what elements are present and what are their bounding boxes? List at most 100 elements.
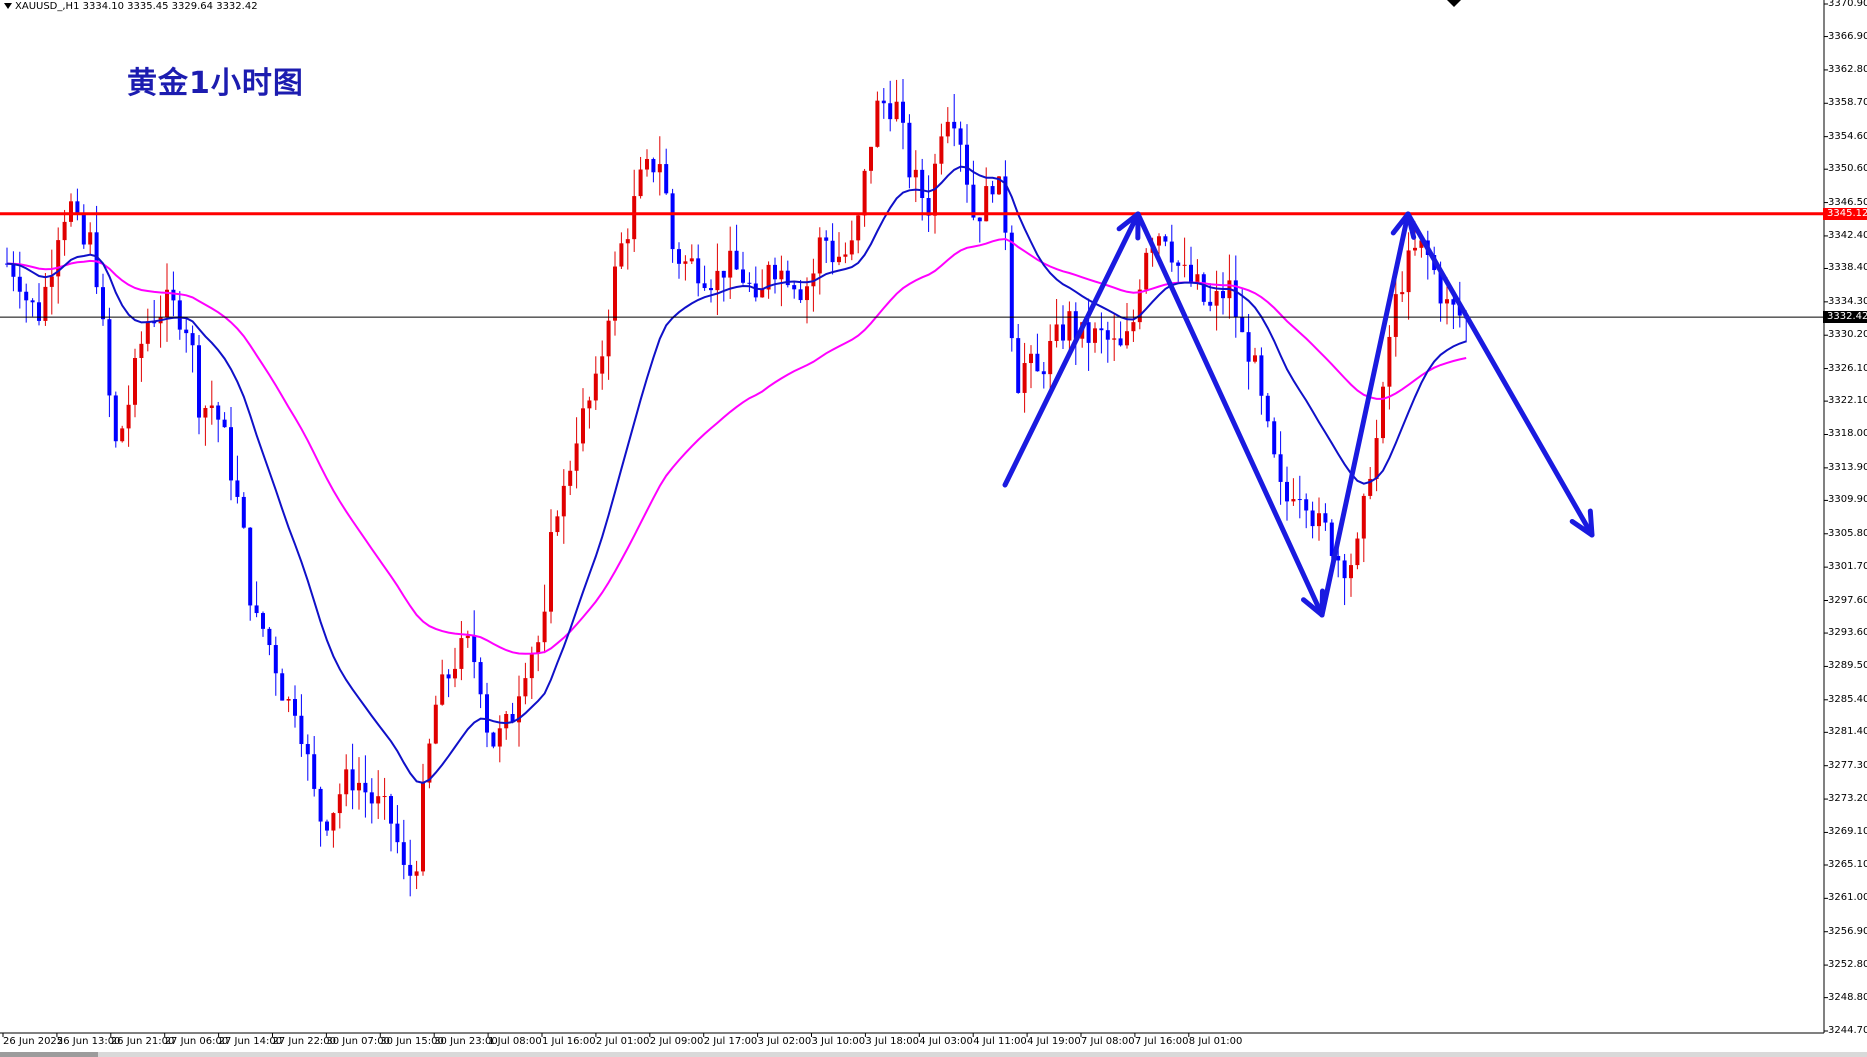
candle-body <box>696 258 701 284</box>
trend-arrow-segment[interactable] <box>1319 211 1411 618</box>
candle-body <box>101 287 105 320</box>
candle-body <box>568 470 573 486</box>
chart-title: 黄金1小时图 <box>127 66 304 101</box>
symbol-header-text: XAUUSD_,H1 3334.10 3335.45 3329.64 3332.… <box>15 1 258 12</box>
candle-body <box>709 288 713 291</box>
x-tick-label: 30 Jun 15:00 <box>380 1036 444 1047</box>
moving-averages-layer <box>6 165 1467 784</box>
candle-body <box>1406 250 1411 293</box>
trend-arrow-head <box>1569 508 1595 538</box>
candle-body <box>920 169 925 199</box>
y-tick-label: 3318.00 <box>1828 428 1867 440</box>
candle-body <box>414 871 419 876</box>
candle-body <box>1176 262 1181 266</box>
candle-body <box>894 101 899 120</box>
candle-body <box>913 169 918 178</box>
candle-body <box>536 642 541 654</box>
candle-body <box>504 714 509 729</box>
candle-body <box>88 232 93 245</box>
candle-body <box>862 170 867 216</box>
x-tick-label: 27 Jun 06:00 <box>164 1036 229 1047</box>
candle-body <box>1003 176 1008 233</box>
candle-body <box>1189 264 1193 283</box>
shift-marker-icon[interactable] <box>1447 0 1461 7</box>
candle-body <box>37 302 41 321</box>
y-tick-label: 3297.60 <box>1828 594 1867 606</box>
candle-body <box>549 532 553 612</box>
candle-body <box>1214 291 1219 306</box>
candle-body <box>875 100 880 147</box>
candle-body <box>517 696 521 723</box>
candle-body <box>958 128 963 145</box>
candle-body <box>478 662 483 695</box>
candle-body <box>286 699 291 701</box>
candle-body <box>805 286 809 301</box>
candle-body <box>1400 292 1405 295</box>
y-tick-label: 3350.60 <box>1828 163 1867 175</box>
trend-arrow-segment[interactable] <box>1002 211 1141 488</box>
candle-body <box>824 237 829 241</box>
candle-body <box>1445 299 1449 304</box>
candle-body <box>446 674 451 679</box>
candle-body <box>613 266 617 321</box>
candle-body <box>1169 241 1174 263</box>
candle-body <box>1393 294 1398 337</box>
candle-body <box>1374 438 1379 479</box>
candle-body <box>1086 322 1091 343</box>
candle-body <box>145 321 150 344</box>
candle-body <box>798 289 803 301</box>
candle-body <box>1144 252 1149 290</box>
candle-body <box>337 794 342 814</box>
trend-arrow-segment[interactable] <box>1135 211 1325 618</box>
dropdown-icon[interactable] <box>4 3 12 9</box>
axis-frame <box>0 0 1828 1037</box>
candle-body <box>1137 289 1142 323</box>
candle-body <box>843 254 848 257</box>
x-tick-label: 7 Jul 08:00 <box>1081 1036 1135 1047</box>
resistance-price-tag: 3345.12 <box>1823 207 1867 220</box>
y-tick-label: 3273.20 <box>1828 793 1867 805</box>
candle-body <box>1099 328 1104 331</box>
candle-body <box>325 821 329 831</box>
candle-body <box>1054 324 1059 341</box>
candle-body <box>350 769 355 791</box>
x-tick-label: 30 Jun 23:00 <box>434 1036 498 1047</box>
candle-body <box>222 419 227 428</box>
candle-body <box>1233 280 1238 318</box>
candle-body <box>657 164 662 173</box>
candle-body <box>773 264 777 280</box>
candle-body <box>990 186 995 195</box>
x-tick-label: 2 Jul 09:00 <box>649 1036 704 1047</box>
candle-body <box>472 635 477 663</box>
candle-body <box>683 261 688 264</box>
y-tick-label: 3358.70 <box>1828 97 1867 109</box>
candle-body <box>299 715 304 745</box>
candle-body <box>293 699 297 716</box>
candle-body <box>17 276 22 292</box>
candle-body <box>1438 270 1443 304</box>
y-tick-label: 3313.90 <box>1828 461 1867 473</box>
y-tick-label: 3244.70 <box>1828 1025 1867 1036</box>
scrollbar-thumb[interactable] <box>0 1052 98 1057</box>
trend-arrow-segment[interactable] <box>1405 211 1595 538</box>
candle-body <box>1208 301 1213 306</box>
candle-body <box>344 769 349 795</box>
candle-body <box>779 270 784 280</box>
candle-body <box>1022 363 1027 393</box>
candle-body <box>331 813 336 831</box>
candle-body <box>1035 353 1040 372</box>
candle-body <box>721 270 726 278</box>
candle-body <box>1221 291 1225 299</box>
candle-body <box>427 743 432 783</box>
candle-body <box>433 704 438 744</box>
candle-body <box>542 611 547 643</box>
candle-body <box>1118 338 1123 346</box>
horizontal-scrollbar[interactable] <box>0 1052 1867 1057</box>
x-tick-label: 4 Jul 19:00 <box>1027 1036 1081 1047</box>
candle-body <box>1093 328 1097 343</box>
candle-body <box>133 358 137 405</box>
candle-body <box>30 300 35 303</box>
y-tick-label: 3362.80 <box>1828 63 1867 75</box>
candle-body <box>1278 454 1283 482</box>
